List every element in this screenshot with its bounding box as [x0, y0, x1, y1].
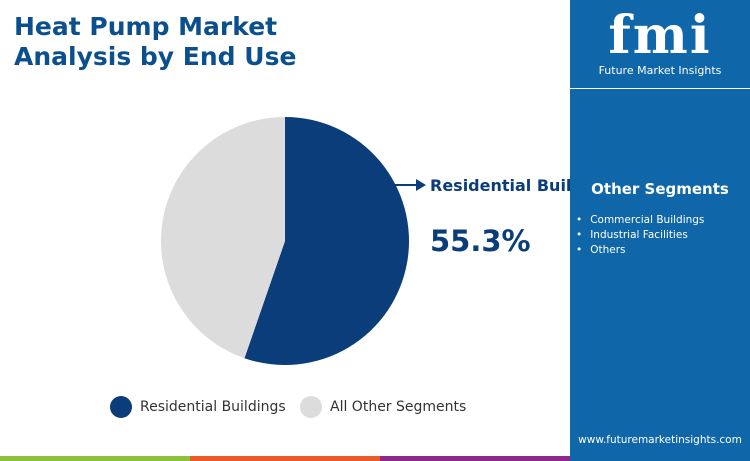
- sidebar: fmi Future Market Insights Other Segment…: [570, 0, 750, 461]
- chart-title: Heat Pump Market Analysis by End Use: [14, 12, 297, 71]
- legend-swatch: [300, 396, 322, 418]
- legend-item-others: All Other Segments: [300, 396, 466, 418]
- legend-swatch: [110, 396, 132, 418]
- list-item: Industrial Facilities: [576, 228, 704, 243]
- list-item: Commercial Buildings: [576, 213, 704, 228]
- logo-subtitle: Future Market Insights: [598, 64, 722, 77]
- pie-chart: [161, 117, 426, 365]
- pie-slice-others: [161, 117, 285, 359]
- stripe-purple: [380, 456, 570, 461]
- stripe-orange: [190, 456, 380, 461]
- website-url: www.futuremarketinsights.com: [578, 434, 742, 446]
- logo-mark: fmi: [608, 5, 712, 66]
- pie-slice-residential: [244, 117, 409, 365]
- other-segments-title: Other Segments: [591, 180, 729, 198]
- stripe-green: [0, 456, 190, 461]
- other-segments-list: Commercial Buildings Industrial Faciliti…: [576, 213, 704, 258]
- legend-label: Residential Buildings: [140, 399, 286, 415]
- callout-arrow-icon: [416, 179, 426, 191]
- divider: [570, 88, 750, 89]
- legend-label: All Other Segments: [330, 399, 467, 415]
- list-item: Others: [576, 243, 704, 258]
- fmi-logo: fmi Future Market Insights: [570, 5, 750, 78]
- callout-value: 55.3%: [430, 224, 531, 258]
- legend-item-residential: Residential Buildings: [110, 396, 286, 418]
